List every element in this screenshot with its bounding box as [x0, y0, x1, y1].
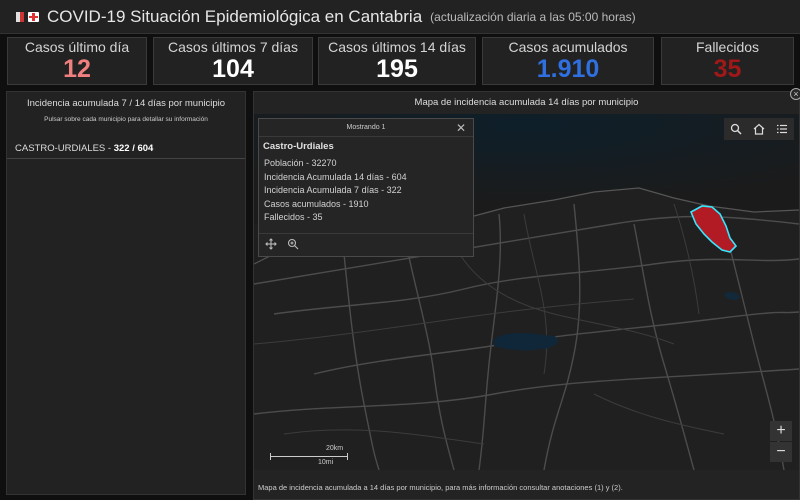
- kpi-label: Casos últimos 14 días: [328, 39, 466, 55]
- kpi-value: 195: [376, 55, 418, 83]
- popup-header: Mostrando 1 ✕: [259, 119, 473, 137]
- zoom-in-button[interactable]: +: [770, 421, 792, 441]
- highlighted-municipality[interactable]: [689, 205, 738, 253]
- search-icon[interactable]: [728, 121, 744, 137]
- zoom-to-icon[interactable]: [287, 237, 299, 255]
- scale-line: [270, 456, 348, 457]
- separator: -: [105, 143, 114, 154]
- municipality-name: CASTRO-URDIALES: [15, 143, 106, 154]
- popup-count: Mostrando 1: [346, 124, 386, 131]
- kpi-cases-last-day: Casos último día 12: [7, 37, 147, 85]
- scale-tick: [347, 453, 348, 460]
- panel-hint: Pulsar sobre cada municipio para detalla…: [44, 116, 208, 123]
- attr-population: Población - 32270: [264, 158, 337, 168]
- attr-cumulative-cases: Casos acumulados - 1910: [264, 198, 369, 209]
- legend-list-icon[interactable]: [774, 121, 790, 137]
- map-footer-note: Mapa de incidencia acumulada a 14 días p…: [258, 483, 623, 492]
- kpi-value: 104: [212, 55, 254, 83]
- kpi-cases-14-days: Casos últimos 14 días 195: [318, 37, 476, 85]
- attr-deaths: Fallecidos - 35: [264, 212, 323, 222]
- panel-title: Incidencia acumulada 7 / 14 días por mun…: [26, 98, 226, 109]
- municipality-list-panel: Incidencia acumulada 7 / 14 días por mun…: [6, 91, 246, 495]
- popup-actions: [259, 233, 473, 257]
- map-toolbar: [724, 118, 794, 140]
- kpi-value: 35: [713, 55, 742, 83]
- close-icon[interactable]: ✕: [455, 121, 466, 135]
- kpi-deaths: Fallecidos 35: [661, 37, 794, 85]
- attr-incidence-7: Incidencia Acumulada 7 días - 322: [264, 185, 402, 195]
- attr-incidence-14: Incidencia Acumulada 14 días - 604: [264, 171, 407, 182]
- list-item[interactable]: CASTRO-URDIALES - 322 / 604: [7, 143, 245, 159]
- popup-attributes: Población - 32270 Incidencia Acumulada 1…: [264, 158, 473, 226]
- app-header: COVID-19 Situación Epidemiológica en Can…: [0, 0, 800, 34]
- cantabria-flag-icon: [16, 11, 24, 22]
- scale-bar: 20km 10mi: [270, 444, 350, 470]
- kpi-value: 12: [63, 55, 91, 83]
- home-icon[interactable]: [751, 121, 767, 137]
- zoom-out-button[interactable]: −: [770, 442, 792, 462]
- health-cross-icon: [28, 11, 39, 22]
- kpi-value: 1.910: [536, 55, 600, 83]
- kpi-label: Casos último día: [24, 39, 130, 55]
- close-icon[interactable]: ×: [790, 88, 800, 100]
- scale-km-label: 20km: [326, 445, 344, 452]
- app-title: COVID-19 Situación Epidemiológica en Can…: [47, 6, 423, 26]
- kpi-label: Casos últimos 7 días: [168, 39, 298, 55]
- app-subtitle: (actualización diaria a las 05:00 horas): [430, 9, 636, 24]
- kpi-cumulative-cases: Casos acumulados 1.910: [482, 37, 654, 85]
- scale-tick: [270, 453, 271, 460]
- map-panel: Mapa de incidencia acumulada 14 días por…: [253, 91, 800, 500]
- kpi-label: Casos acumulados: [508, 39, 628, 55]
- flags: [16, 11, 39, 22]
- kpi-label: Fallecidos: [695, 39, 760, 55]
- scale-mi-label: 10mi: [318, 459, 334, 466]
- incidence-values: 322 / 604: [113, 143, 154, 154]
- popup-title: Castro-Urdiales: [263, 141, 334, 152]
- move-icon[interactable]: [265, 237, 277, 255]
- feature-popup: Mostrando 1 ✕ Castro-Urdiales Población …: [258, 118, 474, 257]
- map-title: Mapa de incidencia acumulada 14 días por…: [414, 97, 639, 108]
- kpi-cases-7-days: Casos últimos 7 días 104: [153, 37, 313, 85]
